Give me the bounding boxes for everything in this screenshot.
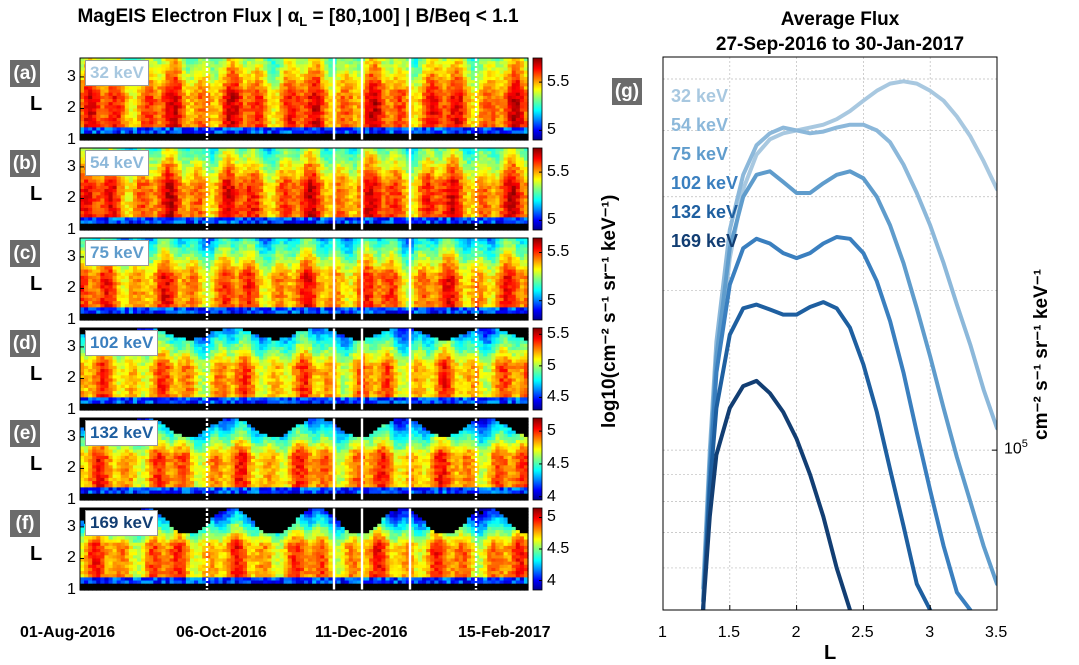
colorbar-tick-label: 5.5 (547, 73, 569, 91)
legend-entry-2: 54 keV (671, 115, 728, 136)
ytick-label-2: 2 (67, 99, 76, 117)
panel-tag-5: (e) (10, 420, 40, 447)
ytick-label-1: 1 (67, 311, 76, 329)
colorbar-tick-label: 4 (547, 572, 556, 590)
yaxis-label-3: L (30, 273, 42, 296)
colorbar-tick-label: 5.5 (547, 163, 569, 181)
colorbar-tick-label: 4.5 (547, 540, 569, 558)
panel-tag-3: (c) (10, 240, 40, 267)
ytick-label-2: 2 (67, 279, 76, 297)
colorbar-2 (533, 148, 542, 230)
energy-label-3: 75 keV (85, 240, 149, 266)
colorbar-tick-label: 5.5 (547, 243, 569, 261)
panel-tag-g: (g) (612, 78, 642, 105)
ytick-label-3: 3 (67, 428, 76, 446)
yaxis-label-4: L (30, 363, 42, 386)
panel-tag-6: (f) (10, 510, 40, 537)
flux-line-54-keV (703, 125, 997, 588)
flux-line-32-keV (703, 81, 997, 610)
colorbar-tick-label: 5 (547, 211, 556, 229)
ytick-label-1: 1 (67, 131, 76, 149)
right-xaxis-label: L (824, 642, 836, 665)
colorbar-tick-label: 5.5 (547, 325, 569, 343)
colorbar-label: log10(cm⁻² s⁻¹ sr⁻¹ keV⁻¹) (598, 178, 608, 188)
colorbar-tick-label: 5 (547, 422, 556, 440)
energy-label-2: 54 keV (85, 150, 149, 176)
panel-tag-1: (a) (10, 60, 40, 87)
energy-label-4: 102 keV (85, 330, 158, 356)
energy-label-6: 169 keV (85, 510, 158, 536)
ytick-label-2: 2 (67, 459, 76, 477)
yaxis-label-6: L (30, 543, 42, 566)
ytick-label-1: 1 (67, 581, 76, 599)
ytick-label-3: 3 (67, 68, 76, 86)
right-plot-frame (663, 57, 997, 610)
panel-tag-2: (b) (10, 150, 40, 177)
yaxis-label-5: L (30, 453, 42, 476)
colorbar-tick-label: 5 (547, 508, 556, 526)
colorbar-5 (533, 418, 542, 500)
legend-entry-1: 32 keV (671, 86, 728, 107)
date-label-1: 01-Aug-2016 (20, 624, 115, 642)
xtick-label-3: 3 (925, 624, 934, 642)
colorbar-3 (533, 238, 542, 320)
colorbar-tick-label: 4.5 (547, 455, 569, 473)
colorbar-tick-label: 4.5 (547, 388, 569, 406)
energy-label-5: 132 keV (85, 420, 158, 446)
ytick-label-1: 1 (67, 221, 76, 239)
colorbar-tick-label: 5 (547, 357, 556, 375)
legend-entry-4: 102 keV (671, 173, 738, 194)
xtick-label-3.5: 3.5 (985, 624, 1007, 642)
heatmap-panel-2 (80, 148, 542, 231)
xtick-label-2.5: 2.5 (851, 624, 873, 642)
ytick-label-2: 2 (67, 549, 76, 567)
date-label-2: 06-Oct-2016 (176, 624, 267, 642)
flux-line-169-keV (703, 381, 850, 610)
ytick-label-3: 3 (67, 338, 76, 356)
right-grid (663, 57, 997, 610)
heatmap-panel-3 (80, 238, 542, 321)
panel-tag-4: (d) (10, 330, 40, 357)
colorbar-tick-label: 4 (547, 488, 556, 506)
xtick-label-1: 1 (658, 624, 667, 642)
colorbar-tick-label: 5 (547, 292, 556, 310)
ytick-label-3: 3 (67, 518, 76, 536)
colorbar-1 (533, 58, 542, 140)
ytick-label-2: 2 (67, 369, 76, 387)
right-ytick-1e5: 105 (1004, 438, 1028, 458)
legend-entry-6: 169 keV (671, 231, 738, 252)
legend-entry-5: 132 keV (671, 202, 738, 223)
legend-entry-3: 75 keV (671, 144, 728, 165)
ytick-label-2: 2 (67, 189, 76, 207)
xtick-label-1.5: 1.5 (718, 624, 740, 642)
energy-label-1: 32 keV (85, 60, 149, 86)
right-yaxis-label: cm⁻² s⁻¹ sr⁻¹ keV⁻¹ (1030, 0, 1040, 10)
ytick-label-1: 1 (67, 401, 76, 419)
ytick-label-1: 1 (67, 491, 76, 509)
ytick-label-3: 3 (67, 248, 76, 266)
colorbar-tick-label: 5 (547, 121, 556, 139)
date-label-3: 11-Dec-2016 (315, 624, 408, 642)
yaxis-label-1: L (30, 93, 42, 116)
date-label-4: 15-Feb-2017 (458, 624, 551, 642)
xtick-label-2: 2 (792, 624, 801, 642)
yaxis-label-2: L (30, 183, 42, 206)
heatmap-panel-1 (80, 58, 542, 141)
ytick-label-3: 3 (67, 158, 76, 176)
